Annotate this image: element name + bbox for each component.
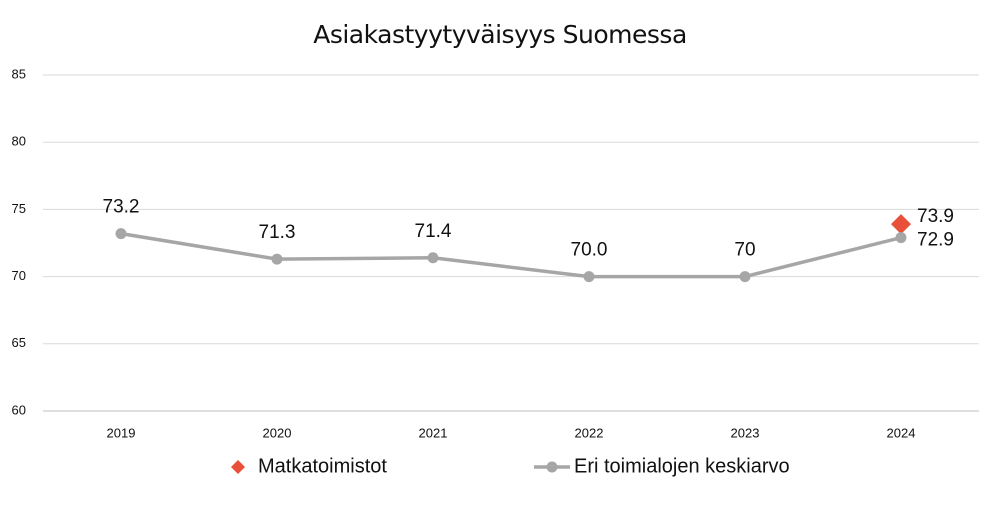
- data-label: 73.2: [103, 197, 140, 218]
- y-tick-label: 60: [12, 402, 26, 417]
- y-tick-label: 70: [12, 268, 26, 283]
- x-tick-label: 2024: [887, 425, 916, 440]
- legend-marker: [231, 460, 245, 474]
- data-label: 72.9: [917, 230, 954, 251]
- legend-label: Eri toimialojen keskiarvo: [574, 455, 790, 477]
- x-tick-label: 2022: [575, 425, 604, 440]
- point-marker: [115, 228, 127, 240]
- data-label: 70.0: [571, 240, 608, 261]
- y-tick-label: 80: [12, 134, 26, 149]
- x-tick-label: 2023: [731, 425, 760, 440]
- y-tick-label: 85: [12, 66, 26, 81]
- y-tick-label: 65: [12, 335, 26, 350]
- point-marker: [271, 253, 283, 265]
- data-label: 71.3: [259, 222, 296, 243]
- x-tick-label: 2019: [107, 425, 136, 440]
- data-label: 70: [734, 240, 755, 261]
- legend-label: Matkatoimistot: [258, 455, 387, 477]
- point-marker: [739, 271, 751, 283]
- x-tick-label: 2020: [263, 425, 292, 440]
- point-marker: [427, 252, 439, 264]
- legend-marker: [546, 461, 558, 473]
- x-tick-label: 2021: [419, 425, 448, 440]
- series-line: [120, 231, 902, 279]
- data-label: 73.9: [917, 206, 954, 227]
- diamond-marker: [891, 214, 911, 235]
- point-marker: [895, 232, 907, 244]
- data-label: 71.4: [415, 221, 452, 242]
- point-marker: [583, 271, 595, 283]
- chart-title: Asiakastyytyväisyys Suomessa: [313, 20, 687, 49]
- y-tick-label: 75: [12, 201, 26, 216]
